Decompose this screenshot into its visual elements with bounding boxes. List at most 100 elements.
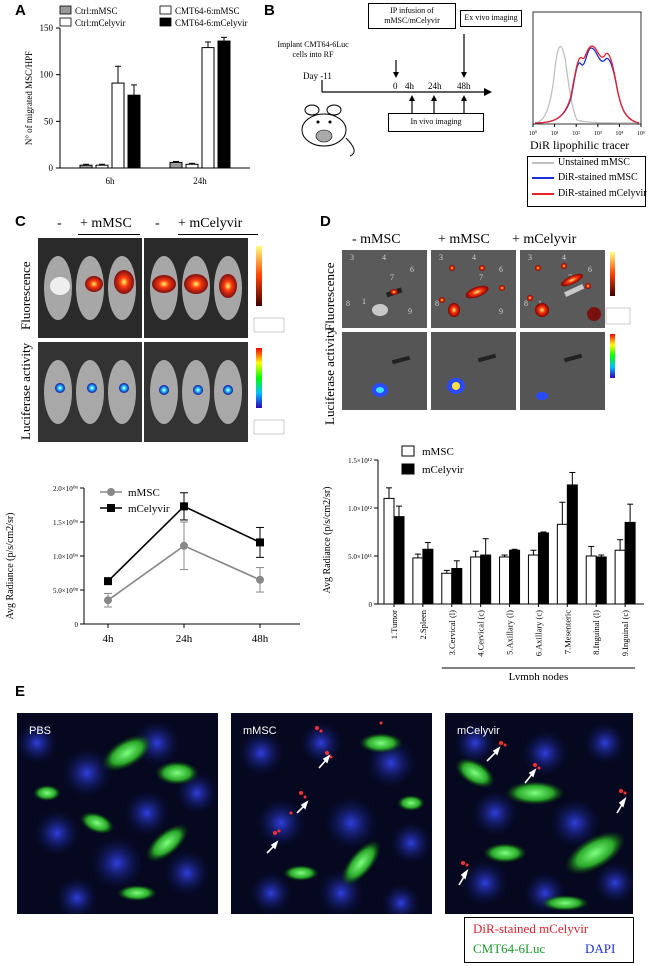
svg-text:4: 4 xyxy=(472,253,476,262)
a-legend-label: CMT64-6:mCelyvir xyxy=(175,18,248,28)
c-point xyxy=(104,577,112,586)
a-bar xyxy=(185,163,199,169)
c-col-mmsc: + mMSC xyxy=(80,216,132,231)
d-col-plus-mmsc: + mMSC xyxy=(438,232,490,247)
svg-text:1: 1 xyxy=(362,297,366,306)
c-point xyxy=(104,596,112,605)
a-legend-swatch xyxy=(159,17,172,27)
d-xtick-label: 7.Mesenteric xyxy=(562,610,572,654)
c-col-mcelyvir: + mCelyvir xyxy=(178,216,243,231)
time-0: 0 xyxy=(393,81,398,91)
svg-text:6: 6 xyxy=(410,265,414,274)
c-row-luciferase: Luciferase activity xyxy=(18,342,33,440)
svg-text:4: 4 xyxy=(562,253,566,262)
c-legend-marker xyxy=(107,504,115,512)
micro-mmsc-image xyxy=(231,713,432,914)
c-ytick-label: 5.0×10⁰⁸ xyxy=(53,587,79,595)
legend-unstained: Unstained mMSC xyxy=(558,157,630,168)
c-legend-marker xyxy=(107,488,115,496)
d-bar xyxy=(470,556,482,605)
d-bar xyxy=(451,567,463,605)
a-legend-swatch xyxy=(59,17,72,27)
a-ytick-label: 0 xyxy=(49,163,54,173)
radiance-line-chart: 0 5.0×10⁰⁸ 1.0×10⁰⁹ 1.5×10⁰⁹ 2.0×10⁰⁹ Avg Rad… xyxy=(5,485,300,645)
a-ytick-label: 100 xyxy=(40,70,54,80)
d-legend-label: mCelyvir xyxy=(422,464,464,476)
d-legend-swatch xyxy=(401,463,415,475)
d-bar xyxy=(383,497,395,605)
micro-pbs: PBS xyxy=(17,713,218,914)
panel-label-e: E xyxy=(15,683,26,700)
a-xtick-label: 6h xyxy=(106,176,116,186)
organ-radiance-bar-chart: 0 5.0×10¹¹ 1.0×10¹² 1.5×10¹² Avg Radiance (p… xyxy=(322,445,644,680)
panel-label-a: A xyxy=(15,2,26,19)
svg-text:9: 9 xyxy=(499,307,503,316)
svg-text:9: 9 xyxy=(408,307,412,316)
a-legend-label: CMT64-6:mMSC xyxy=(175,6,240,16)
d-bar xyxy=(480,554,492,605)
panel-label-b: B xyxy=(264,2,275,19)
svg-text:6: 6 xyxy=(499,265,503,274)
c-ylabel: Avg Radiance (p/s/cm2/sr) xyxy=(5,512,16,619)
c-col-minus: - xyxy=(57,216,62,231)
d-bar xyxy=(412,557,424,605)
time-4h: 4h xyxy=(405,81,414,91)
d-ytick-label: 0 xyxy=(369,601,373,609)
c-point xyxy=(180,502,188,511)
d-bar xyxy=(509,549,521,605)
time-24h: 24h xyxy=(428,81,442,91)
c-xtick-label: 48h xyxy=(252,633,269,645)
d-legend-swatch xyxy=(401,445,415,457)
d-xtick-label: 6.Axillary (c) xyxy=(533,610,543,656)
a-ytick-label: 150 xyxy=(40,23,54,33)
histogram-legend: Unstained mMSC DiR-stained mMSC DiR-stai… xyxy=(527,156,647,207)
d-group-label: Lymph nodes xyxy=(509,671,569,680)
micro-legend: DiR-stained mCelyvir CMT64-6Luc DAPI xyxy=(464,917,634,963)
c-col-minus2: - xyxy=(155,216,160,231)
a-bar xyxy=(95,164,109,169)
c-xtick-label: 24h xyxy=(176,633,193,645)
c-ytick-label: 1.5×10⁰⁹ xyxy=(53,519,79,527)
c-ytick-label: 1.0×10⁰⁹ xyxy=(53,553,79,561)
a-ylabel: N° of migrated MSC/HPF xyxy=(24,51,34,145)
dir-histogram: 10⁰ 10¹ 10² 10³ 10⁴ 10⁵ xyxy=(529,11,645,137)
d-bar xyxy=(624,521,636,605)
panel-label-d: D xyxy=(320,213,331,230)
svg-text:7: 7 xyxy=(479,273,483,282)
d-col-minus-mmsc: - mMSC xyxy=(352,232,401,247)
micro-pbs-image xyxy=(17,713,218,914)
micro-pbs-label: PBS xyxy=(29,725,52,737)
hist-xtick-label: 10⁰ xyxy=(529,130,538,137)
a-legend-swatch xyxy=(59,5,72,15)
d-row-fluorescence: Fluorescence xyxy=(322,262,337,331)
hist-curve-dir-mmsc xyxy=(534,47,640,124)
d-bar xyxy=(585,555,597,605)
c-ytick-label: 2.0×10⁰⁹ xyxy=(53,485,79,493)
svg-text:6: 6 xyxy=(588,265,592,274)
c-row-fluorescence: Fluorescence xyxy=(18,261,33,330)
hist-xtick-label: 10² xyxy=(572,131,580,137)
hist-curve-dir-mcelyvir xyxy=(534,45,640,124)
panel-label-c: C xyxy=(15,213,26,230)
svg-text:7: 7 xyxy=(390,273,394,282)
hist-xtick-label: 10⁵ xyxy=(637,131,645,137)
svg-text:8: 8 xyxy=(435,299,439,308)
histogram-xlabel: DiR lipophilic tracer xyxy=(530,138,630,152)
d-xtick-label: 4.Cervical (c) xyxy=(476,610,486,657)
d-bar xyxy=(422,548,434,605)
c-xtick-label: 4h xyxy=(103,633,115,645)
d-bar xyxy=(537,532,549,605)
d-xtick-label: 5.Axillary (l) xyxy=(505,610,515,655)
hist-xtick-label: 10³ xyxy=(594,131,602,137)
invivo-box: In vivo imaging xyxy=(388,113,484,132)
a-bar xyxy=(217,40,231,169)
d-bar xyxy=(614,549,626,605)
a-bar xyxy=(111,82,125,169)
exvivo-box: Ex vivo imaging xyxy=(460,10,522,27)
d-xtick-label: 1.Tumor xyxy=(389,610,399,639)
d-ytick-label: 1.0×10¹² xyxy=(348,505,372,513)
a-bar xyxy=(127,94,141,169)
a-legend-label: Ctrl:mMSC xyxy=(75,6,118,16)
d-xtick-label: 3.Cervical (l) xyxy=(447,610,457,655)
